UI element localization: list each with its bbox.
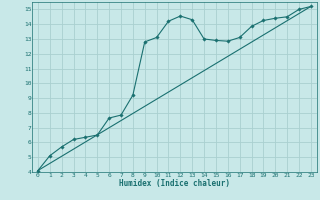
X-axis label: Humidex (Indice chaleur): Humidex (Indice chaleur) [119,179,230,188]
